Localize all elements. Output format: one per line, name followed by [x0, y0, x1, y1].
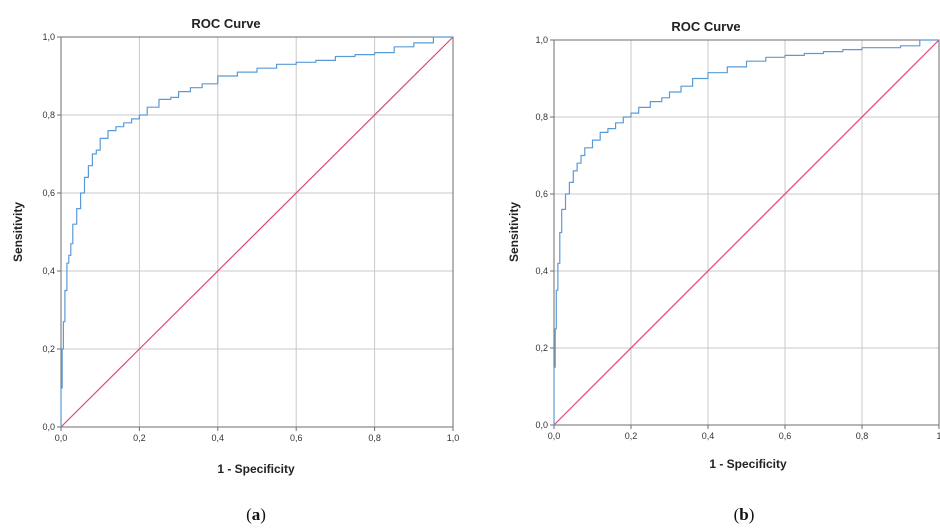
plot-marks	[60, 36, 454, 428]
plot-frame	[553, 39, 940, 426]
panel-caption: (a)	[246, 505, 266, 524]
y-tick-label: 0,6	[535, 189, 548, 199]
y-axis-label: Sensitivity	[11, 202, 25, 262]
y-tick-label: 1,0	[535, 35, 548, 45]
x-tick-label: 1,0	[447, 433, 460, 443]
x-tick-label: 0,6	[779, 431, 792, 441]
grid-lines	[57, 36, 454, 431]
roc-curve	[553, 39, 939, 425]
tick-labels: 0,0 0,2 0,4 0,6 0,8 1,0 0,0 0,2 0,4 0,6 0,8 1,0	[42, 32, 459, 443]
panel-caption: (b)	[734, 505, 755, 524]
y-tick-label: 0,0	[535, 420, 548, 430]
panel-caption-letter: a	[252, 505, 261, 524]
y-tick-label: 1,0	[42, 32, 55, 42]
panel-caption-letter: b	[739, 505, 748, 524]
tick-labels: 0,0 0,2 0,4 0,6 0,8 1 0,0 0,2 0,4 0,6 0,8 1,0	[535, 35, 940, 441]
x-tick-label: 0,4	[212, 433, 225, 443]
x-tick-label: 0,8	[856, 431, 869, 441]
grid-lines	[550, 39, 940, 429]
x-tick-label: 0,4	[702, 431, 715, 441]
y-tick-label: 0,2	[535, 343, 548, 353]
x-tick-label: 0,2	[625, 431, 638, 441]
reference-line	[60, 36, 454, 428]
x-tick-label: 0,0	[548, 431, 561, 441]
chart-title: ROC Curve	[191, 16, 260, 31]
x-axis-label: 1 - Specificity	[217, 462, 295, 476]
y-tick-label: 0,8	[535, 112, 548, 122]
plot-marks	[553, 39, 940, 426]
x-axis-label: 1 - Specificity	[709, 457, 787, 471]
reference-line	[553, 39, 940, 426]
roc-panel-b: ROC Curve 0,0 0,2 0,4 0,6 0,8 10,00,20,40,60,…	[507, 19, 940, 524]
y-tick-label: 0,8	[42, 110, 55, 120]
y-axis-label: Sensitivity	[507, 202, 521, 262]
plot-frame	[60, 36, 454, 428]
y-tick-label: 0,4	[42, 266, 55, 276]
x-tick-label: 0,2	[133, 433, 146, 443]
y-tick-label: 0,6	[42, 188, 55, 198]
x-tick-label: 1	[936, 431, 940, 441]
y-tick-label: 0,0	[42, 422, 55, 432]
x-tick-label: 0,6	[290, 433, 303, 443]
x-tick-label: 0,0	[55, 433, 68, 443]
y-tick-label: 0,2	[42, 344, 55, 354]
y-tick-label: 0,4	[535, 266, 548, 276]
roc-curve	[60, 36, 453, 427]
x-tick-label: 0,8	[368, 433, 381, 443]
roc-panel-a: ROC Curve 0,0 0,2 0,4 0,6 0,8 1,0 0,0 0,2 0,4 0,6…	[11, 16, 459, 524]
chart-title: ROC Curve	[671, 19, 740, 34]
